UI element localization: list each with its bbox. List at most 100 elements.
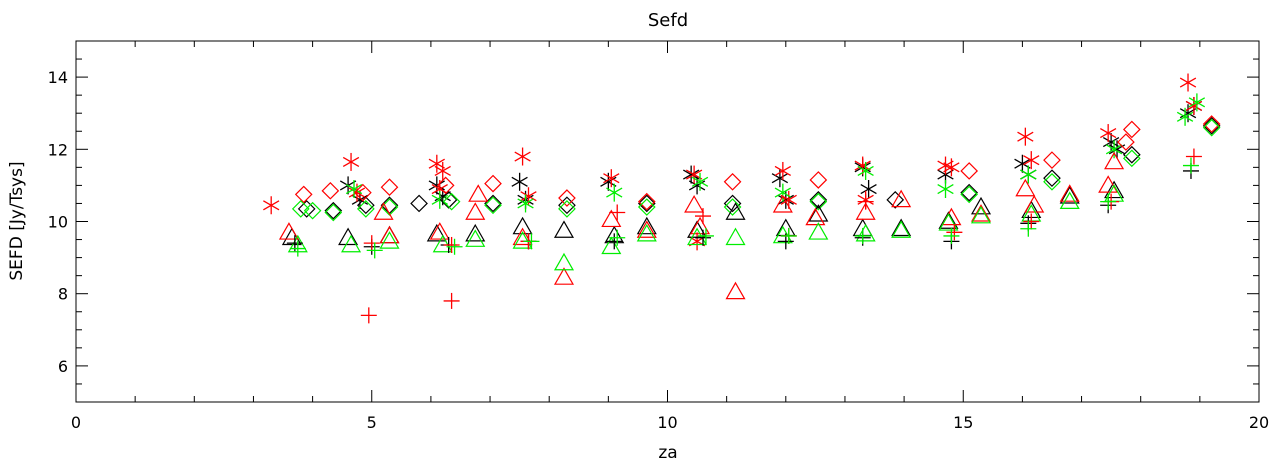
data-point-asterisk [1179,73,1197,92]
data-point-triangle [808,204,829,222]
data-point-triangle [379,231,400,249]
data-point-diamond [960,183,979,202]
data-point-asterisk [514,147,531,166]
data-point-diamond [809,171,828,189]
data-point-asterisk [1176,107,1194,126]
data-point-diamond [436,176,455,195]
data-point-plus [366,242,383,259]
data-point-diamond [1043,151,1061,169]
data-point-triangle [1104,180,1125,199]
data-point-asterisk [511,172,528,191]
data-point-triangle [636,220,657,238]
data-point-asterisk [434,161,451,180]
data-point-diamond [558,196,576,215]
data-point-plus [443,236,460,253]
data-point-triangle [465,223,486,242]
data-point-asterisk [1105,140,1123,159]
data-point-diamond [484,196,502,215]
data-point-diamond [558,200,576,218]
data-point-triangle [512,231,533,249]
data-point-asterisk [606,183,623,202]
data-point-triangle [970,205,992,224]
data-point-plus [360,307,377,324]
data-point-triangle [805,207,826,226]
data-point-asterisk [683,165,700,184]
y-tick-label: 8 [58,285,68,304]
chart-title: Sefd [648,10,688,31]
data-point-triangle [725,202,746,220]
data-point-asterisk [1023,151,1040,170]
data-point-diamond [442,192,461,211]
data-point-triangle [891,220,912,238]
data-point-diamond [324,203,343,222]
data-point-triangle [512,227,533,246]
data-point-diamond [1117,133,1135,151]
data-point-triangle [725,281,746,300]
y-tick-label: 12 [48,140,68,159]
data-point-triangle [553,252,575,271]
data-point-triangle [1059,186,1080,204]
data-point-triangle [725,227,746,246]
data-point-asterisk [854,156,871,175]
data-point-asterisk [342,152,360,171]
data-point-triangle [373,202,394,220]
x-tick-label: 20 [1249,413,1269,432]
data-point-triangle [808,222,829,240]
data-point-plus [857,193,874,210]
x-tick-label: 5 [367,413,377,432]
data-point-triangle [426,223,447,242]
data-point-plus [697,227,714,244]
data-point-diamond [297,200,316,218]
data-point-plus [609,229,626,246]
data-point-diamond [321,181,340,200]
data-point-diamond [1202,118,1221,137]
data-point-asterisk [774,183,791,202]
data-point-triangle [278,222,299,240]
data-point-plus [780,227,797,244]
data-point-diamond [484,174,502,193]
data-point-triangle [772,195,793,213]
data-point-triangle [855,223,876,242]
data-point-triangle [687,227,708,246]
data-point-plus [946,224,963,241]
data-point-triangle [601,236,622,255]
data-point-diamond [637,192,656,211]
data-point-diamond [303,201,322,220]
data-point-diamond [324,201,343,220]
data-point-asterisk [517,194,534,213]
data-point-plus [1020,220,1037,237]
data-point-triangle [465,229,486,247]
data-point-diamond [1122,149,1141,168]
data-point-diamond [637,194,656,213]
data-point-plus [1182,157,1199,174]
data-point-plus [443,292,460,309]
data-point-triangle [601,209,622,228]
data-point-asterisk [603,169,620,188]
data-point-asterisk [1014,154,1031,173]
data-point-plus [943,227,960,244]
data-point-asterisk [428,154,445,173]
data-point-diamond [294,185,313,204]
data-point-asterisk [937,180,954,199]
data-point-triangle [970,204,992,222]
data-point-plus [1023,213,1040,230]
data-point-triangle [1059,184,1080,202]
data-point-diamond [356,200,375,218]
data-point-diamond [723,194,742,213]
data-point-asterisk [860,180,877,199]
plot-frame [75,40,1260,403]
data-point-plus [1185,148,1202,165]
data-point-diamond [354,183,372,202]
data-point-triangle [1104,151,1125,170]
data-point-asterisk [943,158,960,177]
data-point-triangle [636,216,657,235]
data-point-triangle [938,211,959,229]
data-point-diamond [809,192,828,211]
x-tick-label: 10 [657,413,677,432]
data-point-diamond [809,190,828,209]
y-tick-label: 6 [58,357,68,376]
data-point-diamond [1202,116,1221,135]
data-point-triangle [1024,195,1045,213]
data-point-diamond [1122,145,1141,164]
data-point-triangle [379,225,400,244]
